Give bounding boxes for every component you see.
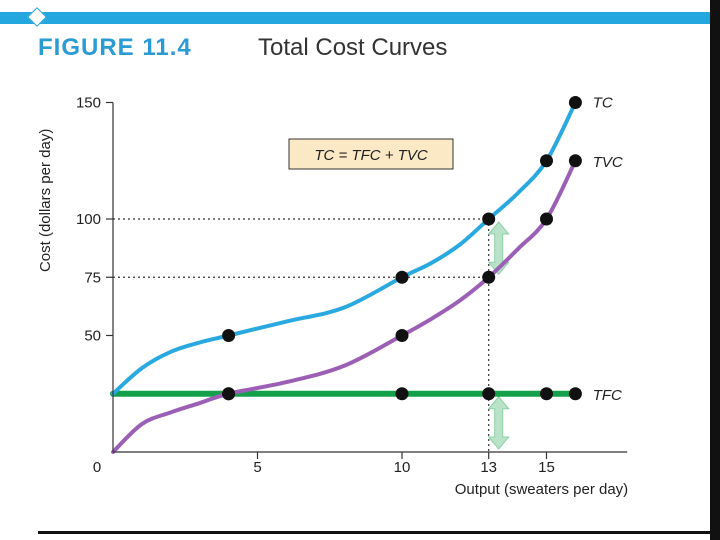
series-label-tvc: TVC xyxy=(593,154,623,171)
series-line-tc xyxy=(111,100,578,396)
guide-lines xyxy=(113,218,490,452)
point-tfc-4 xyxy=(568,387,582,401)
series-lines xyxy=(110,100,579,454)
point-tc-2 xyxy=(482,212,496,226)
series-line-tvc xyxy=(111,158,578,454)
point-tfc-1 xyxy=(395,387,409,401)
difference-arrows xyxy=(487,221,510,450)
point-tfc-3 xyxy=(540,387,553,401)
formula-label: TC = TFC + TVC xyxy=(314,147,428,164)
tfc-gap-arrow-upper xyxy=(487,221,510,276)
point-tvc-3 xyxy=(540,212,553,226)
point-tc-0 xyxy=(222,329,236,342)
point-tvc-4 xyxy=(568,154,582,168)
x-tick-label-15: 15 xyxy=(538,459,555,476)
series-points xyxy=(222,96,582,401)
x-tick-label-5: 5 xyxy=(253,459,261,476)
chart-text: 50 75 100 150 0 5 10 13 15 Output (sweaters per d… xyxy=(37,95,628,499)
x-tick-label-0: 0 xyxy=(93,459,101,476)
series-label-tfc: TFC xyxy=(593,387,622,404)
series-label-tc: TC xyxy=(593,95,613,112)
y-tick-label-50: 50 xyxy=(84,328,101,345)
x-axis-title: Output (sweaters per day) xyxy=(455,481,628,498)
point-tc-3 xyxy=(540,154,553,168)
y-tick-label-100: 100 xyxy=(76,211,101,228)
formula-box xyxy=(288,138,454,170)
y-axis-title: Cost (dollars per day) xyxy=(37,129,54,272)
x-tick-label-13: 13 xyxy=(480,459,497,476)
right-edge-bar xyxy=(710,0,720,540)
figure-title: Total Cost Curves xyxy=(258,34,448,61)
point-tc-1 xyxy=(395,270,409,284)
point-tvc-0 xyxy=(222,387,236,401)
figure-label: FIGURE 11.4 xyxy=(38,34,192,61)
y-tick-label-150: 150 xyxy=(76,95,101,112)
point-tc-4 xyxy=(568,96,582,109)
axes xyxy=(106,101,628,459)
point-tvc-2 xyxy=(482,270,496,284)
tfc-gap-arrow-lower xyxy=(487,395,510,450)
header-rule xyxy=(0,12,710,24)
point-tfc-2 xyxy=(482,387,496,401)
x-tick-label-10: 10 xyxy=(394,459,411,476)
y-tick-label-75: 75 xyxy=(84,269,101,286)
point-tvc-1 xyxy=(395,329,409,342)
footer-rule xyxy=(38,531,710,534)
